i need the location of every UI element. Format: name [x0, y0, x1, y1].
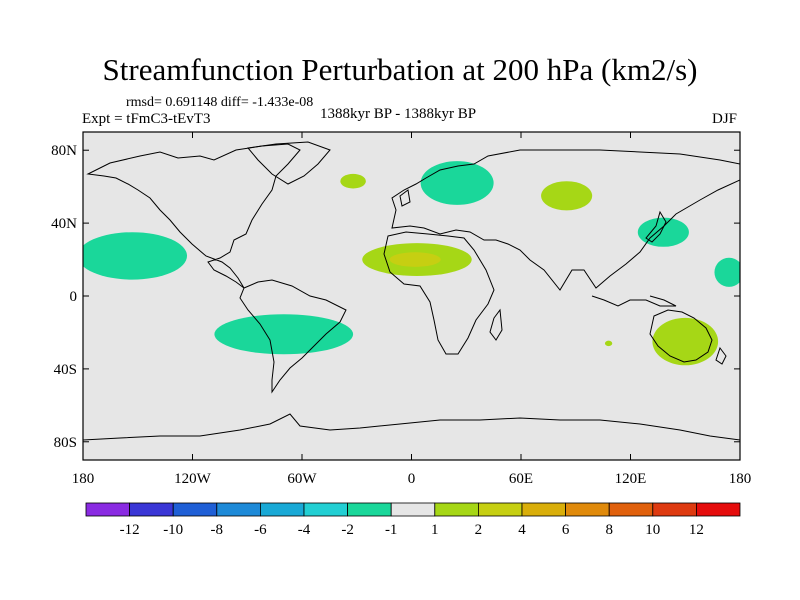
plot-title: Streamfunction Perturbation at 200 hPa (…	[102, 52, 698, 87]
colorbar-swatch	[216, 502, 261, 517]
anomaly-region-3	[637, 217, 689, 247]
coast-new-zealand	[715, 346, 727, 365]
coast-britain	[399, 189, 411, 207]
colorbar-label: -10	[163, 522, 183, 538]
lon-tick-label: 60E	[509, 471, 533, 487]
anomaly-region-9	[652, 317, 719, 366]
colorbar-label: -4	[298, 522, 311, 538]
coast-north-america	[86, 143, 301, 289]
anomaly-region-0	[83, 232, 188, 280]
anomaly-region-1	[214, 314, 354, 355]
colorbar: -12 -10 -8 -6 -4 -2 -1 1 2 4 6 8 10 12	[85, 502, 741, 538]
lon-tick-label: 180	[729, 471, 752, 487]
coastlines	[83, 141, 740, 441]
colorbar-label: -1	[385, 522, 398, 538]
experiment-label: Expt = tFmC3-tEvT3	[82, 111, 211, 127]
colorbar-swatch	[259, 502, 305, 517]
colorbar-swatch	[434, 502, 479, 517]
coast-australia	[649, 309, 713, 363]
colorbar-swatch	[129, 502, 174, 517]
colorbar-label: -2	[341, 522, 354, 538]
coast-south-america	[239, 279, 347, 394]
anomaly-region-8	[541, 181, 593, 211]
lat-tick-label: 40N	[51, 216, 77, 232]
colorbar-label: 4	[518, 522, 526, 538]
colorbar-swatch	[521, 502, 566, 517]
lon-tick-label: 120W	[174, 471, 212, 487]
lat-tick-label: 80N	[51, 143, 77, 159]
lat-tick-label: 40S	[54, 362, 77, 378]
colorbar-swatch	[390, 502, 436, 517]
colorbar-swatch	[172, 502, 218, 517]
period-label: 1388kyr BP - 1388kyr BP	[320, 106, 477, 122]
coast-greenland	[247, 141, 331, 185]
map-background	[83, 132, 740, 460]
colorbar-label: -6	[254, 522, 267, 538]
lat-axis: 80N 40N 0 40S 80S	[51, 143, 740, 451]
coast-antarctica	[83, 413, 740, 441]
coast-africa	[383, 231, 495, 355]
coast-madagascar	[489, 308, 503, 341]
lon-tick-label: 0	[408, 471, 416, 487]
colorbar-label: -8	[211, 522, 224, 538]
coast-indonesia	[591, 295, 677, 307]
colorbar-swatch	[477, 502, 523, 517]
colorbar-swatch	[347, 502, 392, 517]
lon-tick-label: 180	[72, 471, 95, 487]
lon-axis: 180 120W 60W 0 60E 120E 180	[72, 132, 752, 487]
coast-eurasia	[391, 149, 740, 291]
colorbar-swatch	[652, 502, 697, 517]
anomaly-region-6	[389, 252, 441, 267]
colorbar-label: 6	[562, 522, 570, 538]
colorbar-label: 2	[475, 522, 483, 538]
coast-japan	[645, 210, 667, 243]
colorbar-label: -12	[120, 522, 140, 538]
colorbar-label: 8	[605, 522, 613, 538]
anomaly-region-7	[340, 173, 366, 189]
anomaly-region-4	[714, 257, 740, 287]
colorbar-swatch	[303, 502, 348, 517]
lat-tick-label: 0	[70, 289, 78, 305]
anomaly-region-2	[420, 161, 494, 205]
anomaly-region-10	[604, 340, 613, 347]
colorbar-label: 1	[431, 522, 439, 538]
colorbar-swatch	[608, 502, 654, 517]
stats-label: rmsd= 0.691148 diff= -1.433e-08	[126, 95, 314, 110]
season-label: DJF	[712, 111, 738, 127]
anomaly-layer	[83, 161, 740, 366]
colorbar-swatch	[85, 502, 130, 517]
colorbar-swatch	[565, 502, 610, 517]
lon-tick-label: 60W	[287, 471, 317, 487]
colorbar-swatch	[696, 502, 741, 517]
lon-tick-label: 120E	[615, 471, 647, 487]
colorbar-label: 10	[645, 522, 660, 538]
colorbar-label: 12	[689, 522, 704, 538]
lat-tick-label: 80S	[54, 435, 77, 451]
